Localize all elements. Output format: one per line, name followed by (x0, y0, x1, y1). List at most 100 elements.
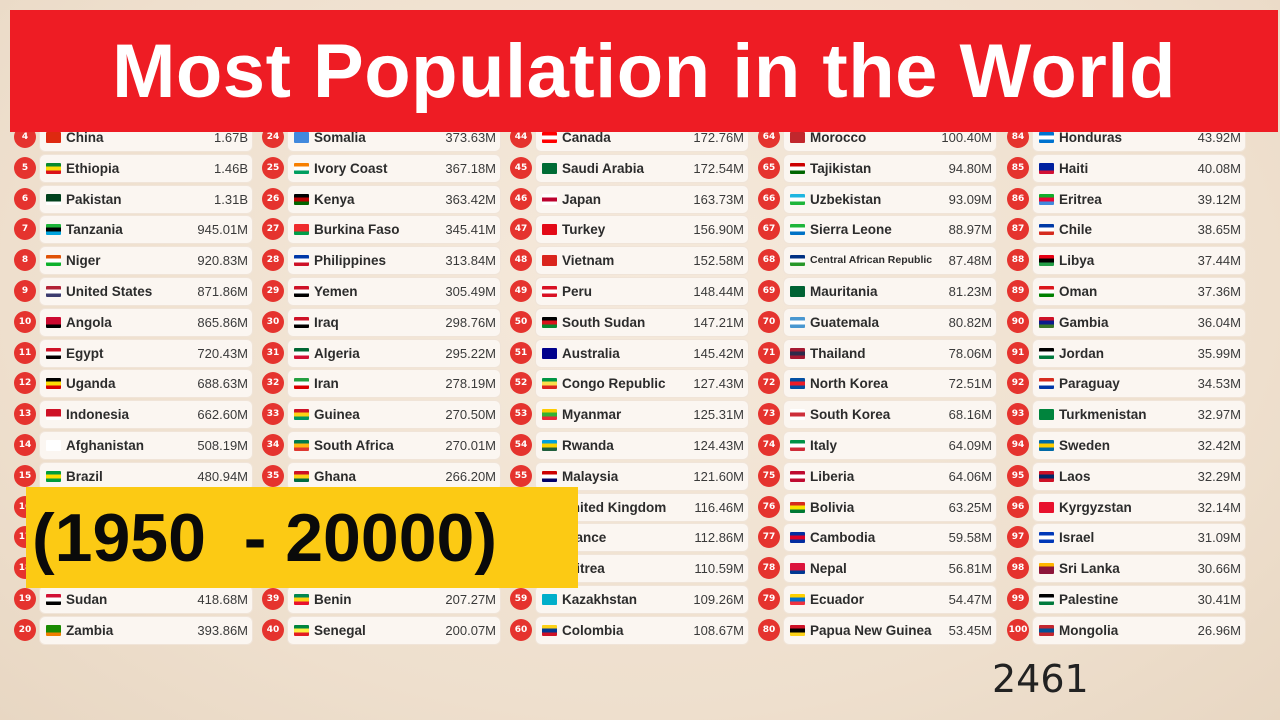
rank-badge: 40 (262, 618, 284, 641)
rank-badge: 59 (510, 588, 532, 610)
list-item: 29 Yemen 305.49M (262, 278, 502, 305)
list-item: 32 Iran 278.19M (262, 370, 502, 398)
country-card: Guatemala 80.82M (784, 308, 996, 336)
country-name: Bolivia (810, 499, 855, 515)
rank-badge: 74 (758, 434, 780, 456)
flag-icon (1039, 224, 1054, 236)
population-value: 32.97M (1197, 407, 1241, 423)
list-item: 74 Italy 64.09M (758, 432, 998, 459)
rank-badge: 70 (758, 310, 780, 333)
rank-badge: 95 (1007, 464, 1029, 487)
country-name: Sri Lanka (1059, 561, 1120, 577)
country-name: Tanzania (66, 222, 123, 238)
flag-icon (294, 409, 309, 421)
country-card: Kazakhstan 109.26M (536, 586, 748, 613)
rank-badge: 88 (1007, 249, 1029, 272)
list-item: 8 Niger 920.83M (14, 247, 254, 275)
country-name: Burkina Faso (314, 222, 400, 238)
rank-badge: 27 (262, 218, 284, 241)
rank-badge: 69 (758, 280, 780, 302)
country-card: Rwanda 124.43M (536, 432, 748, 459)
population-value: 172.76M (693, 130, 744, 145)
country-card: Papua New Guinea 53.45M (784, 616, 996, 644)
population-value: 36.04M (1197, 314, 1241, 330)
country-card: Thailand 78.06M (784, 339, 996, 367)
flag-icon (542, 286, 557, 297)
list-item: 66 Uzbekistan 93.09M (758, 185, 998, 213)
country-card: Israel 31.09M (1033, 524, 1245, 552)
population-value: 34.53M (1197, 376, 1241, 392)
country-name: North Korea (810, 376, 889, 392)
list-item: 52 Congo Republic 127.43M (510, 370, 750, 398)
population-value: 145.42M (693, 345, 744, 361)
list-item: 98 Sri Lanka 30.66M (1007, 555, 1247, 583)
population-value: 100.40M (941, 130, 992, 145)
flag-icon (542, 624, 557, 636)
rank-badge: 35 (262, 464, 284, 487)
population-value: 480.94M (197, 468, 248, 484)
country-name: Niger (66, 253, 101, 269)
population-value: 1.46B (214, 160, 248, 176)
population-value: 93.09M (948, 191, 992, 207)
country-name: Egypt (66, 345, 104, 361)
population-value: 40.08M (1197, 160, 1241, 176)
rank-badge: 25 (262, 156, 284, 179)
list-item: 27 Burkina Faso 345.41M (262, 216, 502, 244)
country-card: Cambodia 59.58M (784, 524, 996, 552)
country-card: Myanmar 125.31M (536, 401, 748, 429)
country-name: Italy (810, 438, 838, 453)
flag-icon (1039, 255, 1054, 267)
country-name: Paraguay (1059, 376, 1120, 392)
list-item: 95 Laos 32.29M (1007, 462, 1247, 490)
population-value: 200.07M (445, 622, 496, 638)
flag-icon (1039, 532, 1054, 544)
list-item: 70 Guatemala 80.82M (758, 308, 998, 336)
list-item: 80 Papua New Guinea 53.45M (758, 616, 998, 644)
list-item: 88 Libya 37.44M (1007, 247, 1247, 275)
flag-icon (790, 563, 805, 575)
country-card: Iran 278.19M (288, 370, 500, 398)
country-card: Italy 64.09M (784, 432, 996, 459)
rank-badge: 68 (758, 249, 780, 272)
population-value: 32.42M (1197, 438, 1241, 453)
country-card: Egypt 720.43M (40, 339, 252, 367)
population-value: 163.73M (693, 191, 744, 207)
population-value: 127.43M (693, 376, 744, 392)
population-value: 871.86M (197, 284, 248, 299)
population-value: 110.59M (694, 561, 744, 577)
population-value: 37.36M (1197, 284, 1241, 299)
rank-badge: 29 (262, 280, 284, 302)
list-item: 55 Malaysia 121.60M (510, 462, 750, 490)
country-card: Paraguay 34.53M (1033, 370, 1245, 398)
rank-badge: 86 (1007, 187, 1029, 210)
population-value: 688.63M (197, 376, 248, 392)
list-item: 96 Kyrgyzstan 32.14M (1007, 493, 1247, 521)
population-value: 313.84M (445, 253, 496, 269)
flag-icon (46, 255, 61, 267)
country-name: Haiti (1059, 160, 1089, 176)
country-card: Ecuador 54.47M (784, 586, 996, 613)
list-item: 87 Chile 38.65M (1007, 216, 1247, 244)
country-name: Canada (562, 130, 611, 145)
rank-badge: 28 (262, 249, 284, 272)
country-card: Mauritania 81.23M (784, 278, 996, 305)
list-item: 46 Japan 163.73M (510, 185, 750, 213)
population-value: 373.63M (445, 130, 496, 145)
list-item: 92 Paraguay 34.53M (1007, 370, 1247, 398)
rank-badge: 19 (14, 588, 36, 610)
flag-icon (790, 193, 805, 205)
flag-icon (542, 255, 557, 267)
population-value: 305.49M (445, 284, 496, 299)
population-value: 112.86M (694, 530, 744, 546)
flag-icon (1039, 594, 1054, 605)
country-name: Rwanda (562, 438, 614, 453)
country-name: Colombia (562, 622, 624, 638)
flag-icon (790, 440, 805, 451)
flag-icon (294, 193, 309, 205)
flag-icon (46, 409, 61, 421)
population-value: 270.01M (445, 438, 496, 453)
population-value: 37.44M (1197, 253, 1241, 269)
country-card: Bolivia 63.25M (784, 493, 996, 521)
country-card: South Korea 68.16M (784, 401, 996, 429)
flag-icon (1039, 347, 1054, 359)
